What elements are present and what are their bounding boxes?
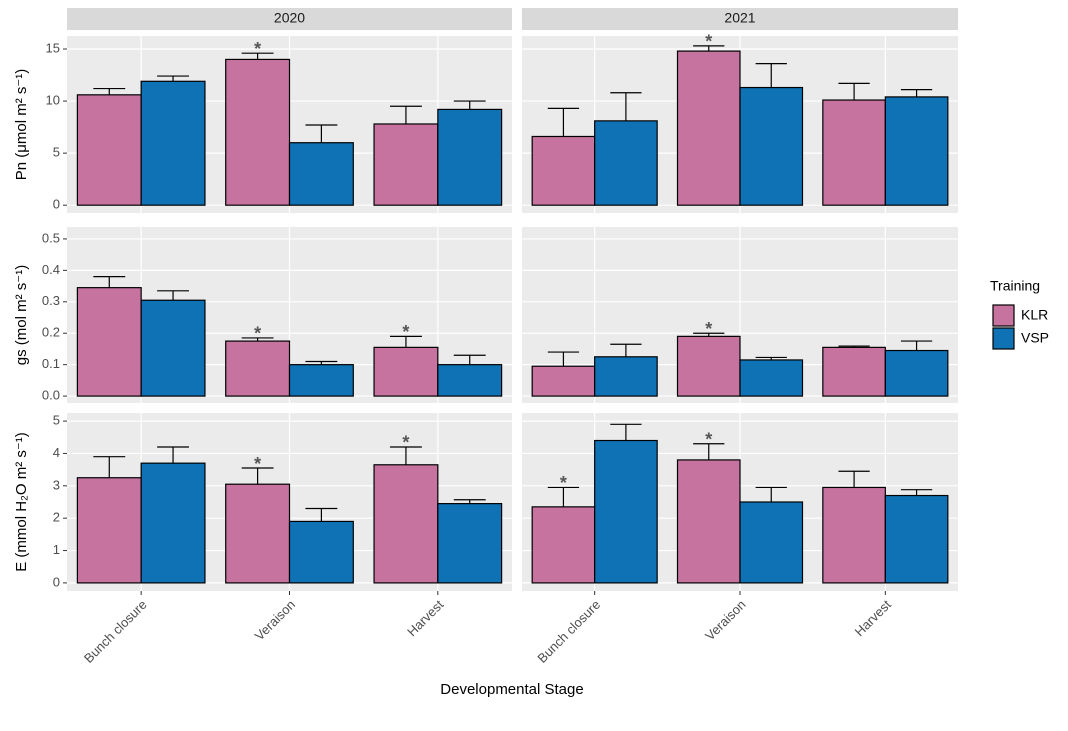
bar xyxy=(739,86,804,206)
significance-mark: * xyxy=(705,429,712,449)
y-tick-label: 3 xyxy=(53,477,60,492)
legend-title: Training xyxy=(990,278,1040,294)
x-tick-label: Veraison xyxy=(252,597,298,643)
legend-key xyxy=(992,304,1015,327)
bar xyxy=(531,506,596,584)
bar xyxy=(594,439,658,584)
bar xyxy=(676,50,741,206)
strip-background xyxy=(67,8,512,30)
x-tick-label: Veraison xyxy=(702,597,748,643)
facet-label: 2021 xyxy=(724,10,755,26)
y-tick-label: 10 xyxy=(46,93,60,108)
y-tick-label: 15 xyxy=(46,40,60,55)
significance-mark: * xyxy=(254,454,261,474)
x-tick-label: Bunch closure xyxy=(81,597,150,666)
bar xyxy=(373,123,439,206)
strip-background xyxy=(522,8,958,30)
bar xyxy=(676,459,741,584)
x-tick-label: Bunch closure xyxy=(534,597,603,666)
bar xyxy=(884,494,949,584)
x-tick-label: Harvest xyxy=(404,597,447,640)
bar xyxy=(437,503,503,584)
bar xyxy=(437,108,503,206)
y-tick-label: 0.1 xyxy=(42,356,60,371)
bar xyxy=(225,58,291,206)
bar xyxy=(531,135,596,206)
facet-label: 2020 xyxy=(274,10,305,26)
bar xyxy=(822,346,886,397)
bar xyxy=(225,340,291,397)
y-axis-title: gs (mol m² s⁻¹) xyxy=(13,265,30,365)
legend-label: KLR xyxy=(1021,307,1048,323)
bar xyxy=(884,96,949,206)
bar xyxy=(373,346,439,397)
x-tick-label: Harvest xyxy=(852,597,895,640)
bar xyxy=(739,501,804,584)
significance-mark: * xyxy=(705,319,712,339)
bar xyxy=(288,142,354,206)
bar xyxy=(140,462,206,584)
significance-mark: * xyxy=(560,473,567,493)
y-tick-label: 0.5 xyxy=(42,230,60,245)
bar xyxy=(739,359,804,397)
bar xyxy=(140,80,206,206)
bar xyxy=(531,365,596,397)
bar xyxy=(288,364,354,397)
bar xyxy=(76,287,142,397)
significance-mark: * xyxy=(254,324,261,344)
bar xyxy=(676,335,741,397)
bar xyxy=(594,356,658,397)
y-tick-label: 0.0 xyxy=(42,388,60,403)
y-axis-title: Pn (μmol m² s⁻¹) xyxy=(13,69,30,181)
y-tick-label: 4 xyxy=(53,445,60,460)
bar xyxy=(373,464,439,584)
legend-key xyxy=(992,327,1015,350)
bar xyxy=(225,483,291,584)
bar xyxy=(140,299,206,397)
y-tick-label: 1 xyxy=(53,542,60,557)
significance-mark: * xyxy=(254,39,261,59)
bar xyxy=(884,349,949,397)
y-tick-label: 0 xyxy=(53,574,60,589)
bar xyxy=(822,486,886,584)
x-axis-title: Developmental Stage xyxy=(440,681,583,698)
y-tick-label: 0.4 xyxy=(42,262,60,277)
y-tick-label: 0 xyxy=(53,197,60,212)
y-tick-label: 5 xyxy=(53,145,60,160)
bar xyxy=(822,99,886,206)
y-tick-label: 5 xyxy=(53,413,60,428)
bar xyxy=(594,120,658,206)
significance-mark: * xyxy=(705,32,712,52)
y-tick-label: 0.3 xyxy=(42,293,60,308)
y-tick-label: 2 xyxy=(53,510,60,525)
bar xyxy=(288,520,354,584)
significance-mark: * xyxy=(402,322,409,342)
y-axis-title: E (mmol H₂O m² s⁻¹) xyxy=(13,432,30,572)
bar xyxy=(76,477,142,584)
bar xyxy=(76,94,142,206)
legend-label: VSP xyxy=(1021,330,1049,346)
significance-mark: * xyxy=(402,433,409,453)
y-tick-label: 0.2 xyxy=(42,325,60,340)
bar xyxy=(437,364,503,397)
